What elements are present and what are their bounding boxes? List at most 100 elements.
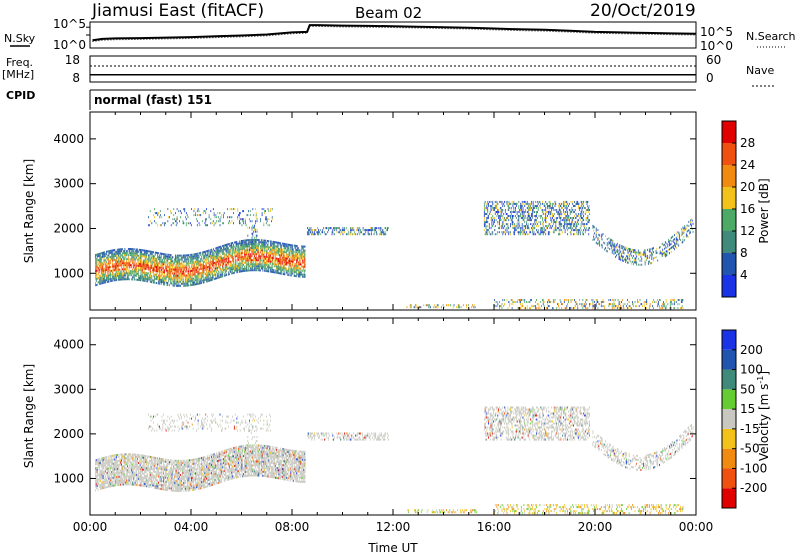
heatmap-cell xyxy=(131,252,133,255)
heatmap-cell xyxy=(167,273,169,276)
heatmap-cell xyxy=(595,241,597,244)
heatmap-cell xyxy=(193,210,195,213)
heatmap-cell xyxy=(105,269,107,272)
heatmap-cell xyxy=(132,278,133,281)
heatmap-cell xyxy=(159,258,160,261)
heatmap-cell xyxy=(555,229,557,232)
heatmap-cell xyxy=(281,266,282,269)
heatmap-cell xyxy=(141,269,143,272)
heatmap-cell xyxy=(122,260,123,263)
heatmap-cell xyxy=(538,221,540,224)
heatmap-cell xyxy=(324,233,326,236)
heatmap-cell xyxy=(278,258,280,261)
heatmap-cell xyxy=(580,225,582,228)
heatmap-cell xyxy=(252,241,254,244)
heatmap-cell xyxy=(147,274,149,277)
heatmap-cell xyxy=(125,274,127,277)
heatmap-cell xyxy=(225,258,227,261)
heatmap-cell xyxy=(190,257,192,260)
heatmap-cell xyxy=(180,270,181,273)
heatmap-cell xyxy=(233,212,234,215)
heatmap-cell xyxy=(579,213,581,216)
heatmap-cell xyxy=(230,256,232,259)
heatmap-cell xyxy=(621,247,623,250)
heatmap-cell xyxy=(167,255,169,258)
heatmap-cell xyxy=(268,270,270,273)
heatmap-cell xyxy=(173,262,175,265)
heatmap-cell xyxy=(284,255,286,258)
heatmap-cell xyxy=(278,266,280,269)
heatmap-cell xyxy=(143,253,145,256)
heatmap-cell xyxy=(278,254,280,257)
heatmap-cell xyxy=(205,274,207,277)
heatmap-cell xyxy=(530,219,532,222)
heatmap-cell xyxy=(219,268,221,271)
heatmap-cell xyxy=(207,271,209,274)
heatmap-cell xyxy=(119,274,121,277)
heatmap-cell xyxy=(175,274,177,277)
heatmap-cell xyxy=(107,250,109,253)
heatmap-cell xyxy=(248,241,250,244)
heatmap-cell xyxy=(521,213,523,216)
heatmap-cell xyxy=(528,227,530,230)
heatmap-cell xyxy=(177,270,179,273)
heatmap-cell xyxy=(283,261,285,264)
heatmap-cell xyxy=(345,233,347,236)
heatmap-cell xyxy=(109,252,111,255)
heatmap-cell xyxy=(265,218,267,221)
heatmap-cell xyxy=(196,252,197,255)
heatmap-cell xyxy=(178,280,180,283)
heatmap-cell xyxy=(264,247,266,250)
heatmap-cell xyxy=(579,227,581,230)
heatmap-cell xyxy=(224,270,226,273)
heatmap-cell xyxy=(167,269,169,272)
heatmap-cell xyxy=(140,279,142,282)
heatmap-cell xyxy=(212,250,213,253)
heatmap-cell xyxy=(235,259,237,262)
heatmap-cell xyxy=(114,263,116,266)
heatmap-cell xyxy=(236,271,238,274)
heatmap-cell xyxy=(179,272,181,275)
heatmap-cell xyxy=(154,263,156,266)
heatmap-cell xyxy=(653,257,655,260)
heatmap-cell xyxy=(99,254,101,257)
heatmap-cell xyxy=(173,222,175,225)
heatmap-cell xyxy=(132,276,134,279)
heatmap-cell xyxy=(287,255,289,258)
heatmap-cell xyxy=(197,258,199,261)
heatmap-cell xyxy=(552,229,554,232)
heatmap-cell xyxy=(292,262,293,265)
heatmap-cell xyxy=(185,284,186,287)
heatmap-cell xyxy=(195,253,197,256)
heatmap-cell xyxy=(150,254,152,257)
heatmap-cell xyxy=(108,264,110,267)
heatmap-cell xyxy=(299,271,301,274)
heatmap-cell xyxy=(211,254,213,257)
heatmap-cell xyxy=(115,263,117,266)
heatmap-cell xyxy=(616,246,617,249)
heatmap-cell xyxy=(106,252,107,255)
heatmap-cell xyxy=(119,252,121,255)
heatmap-cell xyxy=(688,220,690,223)
heatmap-cell xyxy=(100,282,102,285)
heatmap-cell xyxy=(691,224,692,227)
heatmap-cell xyxy=(149,280,151,283)
heatmap-cell xyxy=(116,275,117,278)
heatmap-cell xyxy=(347,229,349,232)
heatmap-cell xyxy=(571,219,573,222)
heatmap-cell xyxy=(100,254,101,257)
heatmap-cell xyxy=(245,253,247,256)
heatmap-cell xyxy=(634,259,636,262)
heatmap-cell xyxy=(224,258,226,261)
heatmap-cell xyxy=(201,253,203,256)
heatmap-cell xyxy=(634,257,636,260)
heatmap-cell xyxy=(302,265,304,268)
heatmap-cell xyxy=(269,264,271,267)
heatmap-cell xyxy=(322,229,324,232)
heatmap-cell xyxy=(673,244,675,247)
heatmap-cell xyxy=(255,246,256,249)
heatmap-cell xyxy=(164,224,165,227)
heatmap-cell xyxy=(520,227,522,230)
heatmap-cell xyxy=(256,234,258,237)
heatmap-cell xyxy=(159,278,160,281)
